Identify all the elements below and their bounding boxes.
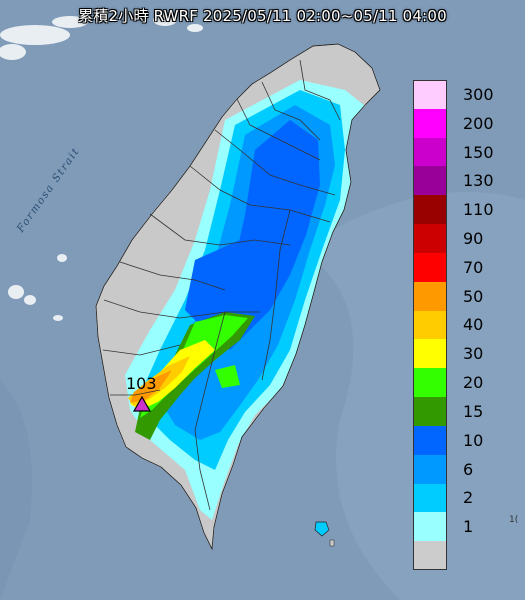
legend-row: 30 [413,339,518,369]
legend-row [413,541,518,570]
legend-label: 10 [463,430,484,450]
legend-label: 70 [463,257,484,277]
legend-swatch [413,483,447,513]
legend-label: 150 [463,142,494,162]
legend-label: 6 [463,459,474,479]
legend-label: 110 [463,200,494,220]
legend-row: 130 [413,166,518,196]
legend-label: 1 [463,517,474,537]
legend-label: 20 [463,373,484,393]
legend-label: 300 [463,84,494,104]
legend-row: 150 [413,137,518,167]
legend-row: 20 [413,368,518,398]
legend-swatch [413,281,447,311]
legend-row: 40 [413,310,518,340]
legend-row: 6 [413,454,518,484]
legend-swatch [413,252,447,282]
legend-row: 10 [413,425,518,455]
legend-row: 300 [413,80,518,109]
legend-swatch [413,80,447,109]
legend-swatch [413,339,447,369]
legend-swatch [413,195,447,225]
legend-row: 1 [413,512,518,542]
legend-swatch [413,368,447,398]
edge-fragment: 1( [509,515,519,525]
sea-shade [300,191,525,600]
legend-row: 50 [413,281,518,311]
legend-row: 2 [413,483,518,513]
map-title: 累積2小時 RWRF 2025/05/11 02:00~05/11 04:00 [78,7,447,25]
legend-swatch [413,137,447,167]
rainfall-fields [125,80,370,520]
rainfall-legend: 300 200 150 130 110 90 70 50 40 30 20 15 10 6 2 1 [413,80,518,570]
legend-label: 15 [463,401,484,421]
legend-label: 130 [463,171,494,191]
legend-swatch [413,310,447,340]
legend-swatch [413,541,447,570]
legend-label: 2 [463,488,474,508]
legend-row: 70 [413,252,518,282]
legend-swatch [413,512,447,542]
legend-row: 200 [413,108,518,138]
legend-row: 110 [413,195,518,225]
max-rainfall-marker-icon [133,396,151,412]
legend-swatch [413,224,447,253]
legend-label: 30 [463,344,484,364]
legend-swatch [413,425,447,455]
legend-swatch [413,397,447,426]
coastline [95,43,381,551]
sea-shade-west [0,380,32,600]
max-rainfall-value: 103 [126,374,157,393]
legend-label: 90 [463,229,484,249]
legend-label: 200 [463,113,494,133]
legend-row: 90 [413,224,518,253]
legend-swatch [413,454,447,484]
legend-label: 50 [463,286,484,306]
legend-swatch [413,108,447,138]
legend-label: 40 [463,315,484,335]
offshore-islands [314,521,335,547]
legend-row: 15 [413,397,518,426]
legend-swatch [413,166,447,196]
cloud-patches [0,14,203,321]
county-boundaries [102,59,341,511]
